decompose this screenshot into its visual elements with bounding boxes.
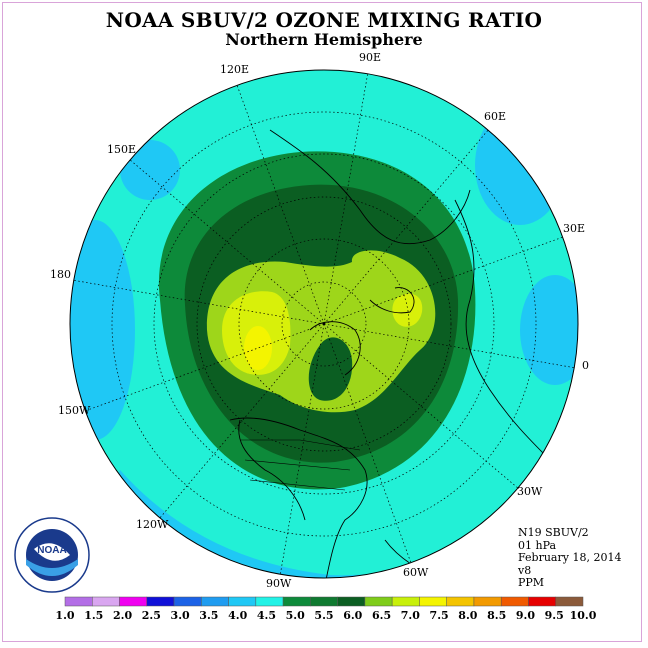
coast-scandinavia: [369, 287, 415, 314]
logo-text: NOAA: [37, 545, 66, 556]
legend-tick-label: 2.5: [141, 609, 161, 622]
graticule: [71, 71, 577, 577]
contour-7-0: [244, 326, 272, 370]
legend-swatch: [201, 596, 229, 607]
label-30w: 30W: [517, 485, 543, 498]
legend-swatch: [391, 596, 420, 607]
label-180: 180: [50, 268, 71, 281]
legend-tick-label: 4.5: [256, 609, 277, 622]
coast-europe-africa: [454, 199, 551, 461]
legend-swatch: [310, 596, 338, 607]
info-version: v8: [518, 563, 532, 577]
label-60w: 60W: [403, 566, 429, 579]
legend-swatch: [255, 596, 284, 607]
info-level: 01 hPa: [518, 538, 557, 552]
legend-swatch: [528, 596, 556, 607]
legend-tick-label: 5.0: [285, 609, 305, 622]
polar-low-tongue: [308, 337, 353, 401]
low-region-east: [520, 275, 578, 385]
legend-tick-label: 6.0: [343, 609, 363, 622]
legend-swatch: [446, 596, 475, 607]
meridian-30w: [323, 323, 520, 490]
legend-tick-label: 8.0: [458, 609, 478, 622]
legend-tick-label: 7.0: [400, 609, 420, 622]
legend-swatch: [500, 596, 529, 607]
latitude-60: [196, 196, 452, 452]
legend-tick-label: 9.5: [544, 609, 564, 622]
label-120e: 120E: [220, 63, 250, 76]
meridian-120w: [158, 323, 325, 520]
legend-swatch: [64, 596, 93, 607]
legend-tick-label: 7.5: [429, 609, 449, 622]
legend-swatch: [555, 596, 584, 607]
legend-tick-label: 6.5: [371, 609, 392, 622]
legend-swatch: [92, 596, 120, 607]
info-instrument: N19 SBUV/2: [518, 526, 589, 539]
legend-swatch: [364, 596, 393, 607]
legend-swatch: [337, 596, 366, 607]
coast-greenland: [309, 321, 361, 376]
legend-swatch: [146, 596, 175, 607]
label-30e: 30E: [563, 222, 586, 235]
legend-tick-label: 8.5: [487, 609, 507, 622]
globe-outline: [69, 69, 579, 579]
legend-swatch: [228, 596, 257, 607]
contour-6-5-east: [392, 293, 423, 327]
meridian-150e: [128, 158, 325, 325]
legend-tick-label: 10.0: [569, 609, 597, 622]
label-120w: 120W: [136, 518, 169, 531]
map-subtitle: Northern Hemisphere: [225, 30, 423, 49]
map-title: NOAA SBUV/2 OZONE MIXING RATIO: [105, 8, 543, 32]
coast-north-america: [229, 417, 368, 578]
label-150w: 150W: [58, 404, 91, 417]
latitude-50: [153, 153, 495, 495]
legend-tick-label: 9.0: [515, 609, 536, 622]
info-block: N19 SBUV/2 01 hPa February 18, 2014 v8 P…: [518, 526, 622, 590]
meridian-60e: [323, 128, 490, 325]
legend-tick-label: 1.5: [84, 609, 104, 622]
legend-swatch: [473, 596, 502, 607]
meridian-180: [71, 279, 325, 325]
legend-swatch: [119, 596, 148, 607]
legend-tick-label: 3.0: [170, 609, 190, 622]
legend-bar: [64, 596, 584, 607]
meridian-90w: [279, 323, 325, 577]
label-0: 0: [582, 359, 589, 372]
legend-swatch: [282, 596, 311, 607]
state-boundaries: [240, 439, 361, 491]
info-date: February 18, 2014: [518, 551, 622, 564]
label-60e: 60E: [484, 110, 507, 123]
latitude-70: [238, 238, 410, 410]
info-units: PPM: [518, 576, 545, 589]
label-90w: 90W: [266, 577, 292, 590]
label-90e: 90E: [359, 51, 382, 64]
low-region-northeast: [475, 105, 565, 225]
legend-tick-label: 3.5: [199, 609, 219, 622]
latitude-40: [111, 111, 537, 537]
latitude-80: [281, 281, 367, 367]
coast-asia: [269, 129, 471, 245]
meridian-90e: [323, 71, 369, 325]
legend-swatch: [419, 596, 447, 607]
legend-tick-label: 5.5: [314, 609, 334, 622]
meridian-0: [323, 323, 577, 369]
noaa-logo: NOAA: [14, 517, 90, 593]
coast-west-america: [238, 419, 306, 521]
legend-tick-label: 4.0: [228, 609, 248, 622]
legend-tick-label: 2.0: [112, 609, 133, 622]
legend-swatch: [173, 596, 202, 607]
label-150e: 150E: [107, 143, 137, 156]
legend-tick-label: 1.0: [55, 609, 75, 622]
